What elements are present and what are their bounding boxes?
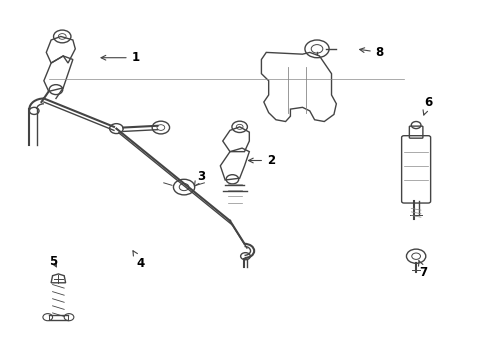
Text: 1: 1	[101, 51, 140, 64]
Text: 4: 4	[133, 251, 144, 270]
Text: 5: 5	[49, 255, 58, 268]
Text: 6: 6	[422, 95, 431, 115]
Text: 8: 8	[359, 46, 383, 59]
Text: 3: 3	[194, 170, 204, 186]
Text: 2: 2	[248, 154, 275, 167]
Text: 7: 7	[418, 260, 427, 279]
